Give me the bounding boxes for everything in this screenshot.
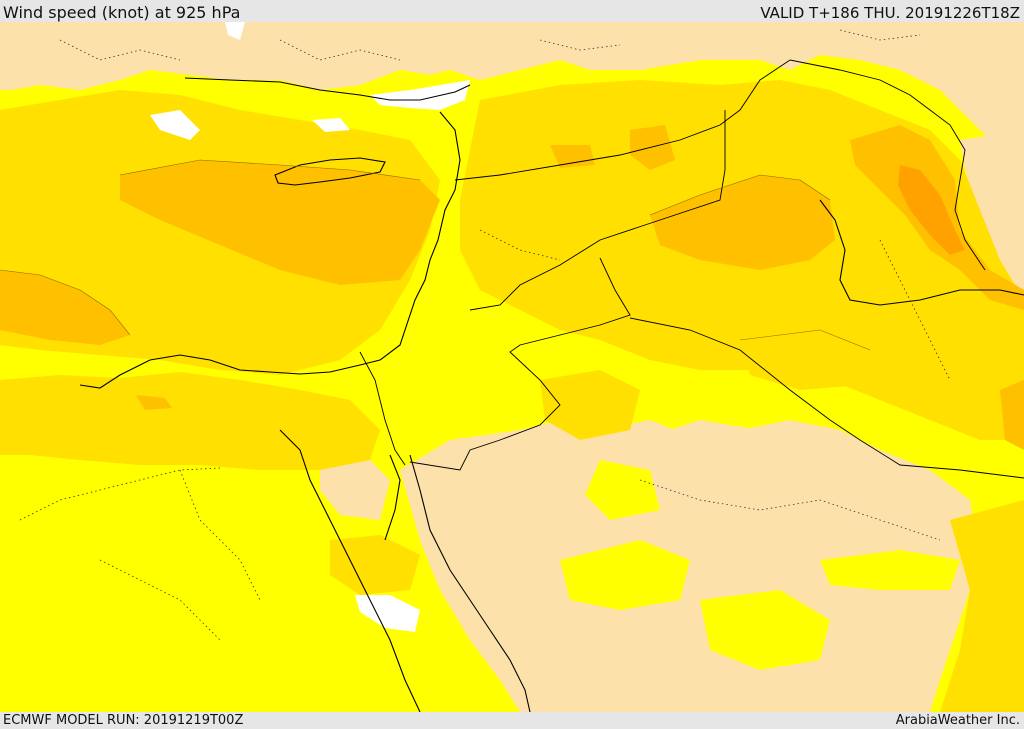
yellow-patch bbox=[700, 590, 830, 670]
header-bar: Wind speed (knot) at 925 hPa VALID T+186… bbox=[0, 0, 1024, 22]
coastline bbox=[274, 157, 386, 186]
yellow-patch bbox=[820, 550, 960, 590]
band-4-region bbox=[550, 145, 595, 168]
band-4-region bbox=[650, 175, 835, 270]
political-border bbox=[409, 257, 631, 471]
valid-time: VALID T+186 THU. 20191226T18Z bbox=[760, 4, 1020, 22]
coastline bbox=[819, 199, 1024, 306]
band-4-region bbox=[630, 125, 675, 170]
footer-bar: ECMWF MODEL RUN: 20191219T00Z ArabiaWeat… bbox=[0, 712, 1024, 729]
yellow-patch bbox=[560, 540, 690, 610]
wind-speed-map bbox=[0, 22, 1024, 712]
band-4-region bbox=[1000, 380, 1024, 450]
calm-region bbox=[370, 80, 470, 110]
band-3-region bbox=[0, 372, 380, 470]
band-3-region bbox=[540, 370, 640, 440]
internal-border bbox=[19, 229, 951, 641]
coastline bbox=[79, 77, 471, 389]
band-3-region bbox=[330, 535, 420, 595]
political-border bbox=[469, 110, 726, 311]
political-border bbox=[359, 351, 406, 466]
band-4-region bbox=[120, 160, 440, 285]
calm-region bbox=[312, 118, 350, 132]
credit: ArabiaWeather Inc. bbox=[895, 713, 1020, 728]
map-canvas bbox=[0, 22, 1024, 712]
band-3-region bbox=[940, 500, 1024, 712]
calm-region bbox=[355, 595, 420, 632]
beige-region-north bbox=[0, 22, 1024, 160]
band-4-region bbox=[0, 270, 130, 345]
political-border bbox=[629, 317, 1024, 479]
contour-line bbox=[0, 159, 871, 351]
yellow-patch bbox=[585, 460, 660, 520]
model-run: ECMWF MODEL RUN: 20191219T00Z bbox=[3, 713, 244, 728]
calm-region bbox=[225, 22, 245, 40]
coastline bbox=[279, 429, 531, 712]
beige-patch bbox=[640, 420, 790, 500]
band-3-region bbox=[740, 330, 870, 390]
calm-region bbox=[150, 110, 200, 140]
beige-patch bbox=[320, 450, 390, 520]
political-border bbox=[789, 59, 986, 271]
beige-region-arabia bbox=[400, 420, 980, 712]
map-title: Wind speed (knot) at 925 hPa bbox=[3, 3, 241, 22]
political-border bbox=[454, 59, 791, 181]
band-4-region bbox=[136, 395, 172, 410]
band-5-region bbox=[898, 165, 965, 255]
